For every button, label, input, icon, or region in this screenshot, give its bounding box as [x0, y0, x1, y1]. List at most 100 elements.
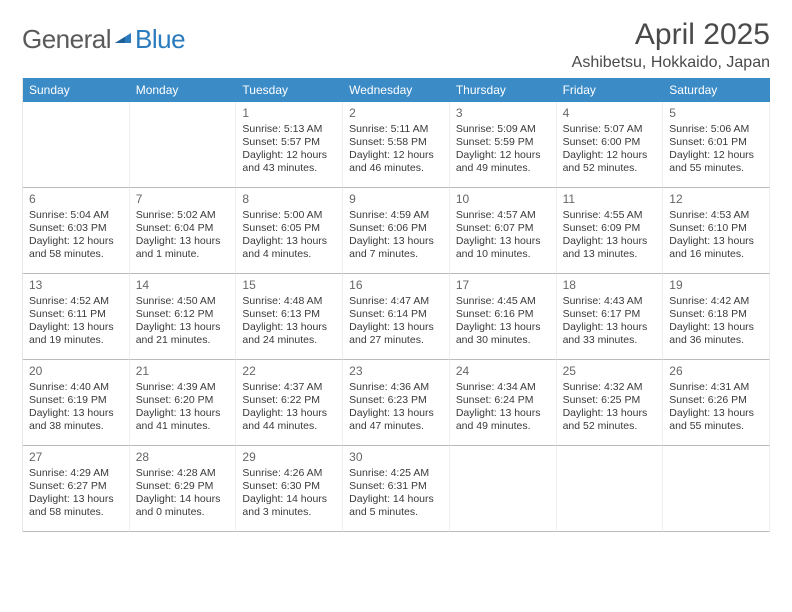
sunset-line: Sunset: 5:59 PM [456, 136, 551, 149]
sunrise-line: Sunrise: 4:45 AM [456, 295, 551, 308]
sunset-line: Sunset: 6:18 PM [669, 308, 764, 321]
day-number: 3 [456, 106, 551, 121]
daylight-line: Daylight: 13 hours and 7 minutes. [349, 235, 444, 261]
daylight-line: Daylight: 13 hours and 27 minutes. [349, 321, 444, 347]
sunset-line: Sunset: 6:07 PM [456, 222, 551, 235]
sunset-line: Sunset: 6:29 PM [136, 480, 231, 493]
daylight-line: Daylight: 13 hours and 10 minutes. [456, 235, 551, 261]
sunset-line: Sunset: 6:19 PM [29, 394, 124, 407]
sunrise-line: Sunrise: 5:07 AM [563, 123, 658, 136]
daylight-line: Daylight: 13 hours and 19 minutes. [29, 321, 124, 347]
day-header: Tuesday [236, 78, 343, 102]
day-cell: 29Sunrise: 4:26 AMSunset: 6:30 PMDayligh… [236, 446, 343, 532]
sunset-line: Sunset: 6:06 PM [349, 222, 444, 235]
sunrise-line: Sunrise: 4:31 AM [669, 381, 764, 394]
daylight-line: Daylight: 13 hours and 30 minutes. [456, 321, 551, 347]
sunrise-line: Sunrise: 4:40 AM [29, 381, 124, 394]
day-cell: 26Sunrise: 4:31 AMSunset: 6:26 PMDayligh… [663, 360, 770, 446]
day-header: Saturday [663, 78, 770, 102]
day-cell: 4Sunrise: 5:07 AMSunset: 6:00 PMDaylight… [557, 102, 664, 188]
sunrise-line: Sunrise: 4:47 AM [349, 295, 444, 308]
day-number: 25 [563, 364, 658, 379]
day-cell: 19Sunrise: 4:42 AMSunset: 6:18 PMDayligh… [663, 274, 770, 360]
daylight-line: Daylight: 14 hours and 5 minutes. [349, 493, 444, 519]
empty-cell [663, 446, 770, 532]
sunset-line: Sunset: 6:01 PM [669, 136, 764, 149]
sunrise-line: Sunrise: 4:26 AM [242, 467, 337, 480]
sunset-line: Sunset: 6:05 PM [242, 222, 337, 235]
sunrise-line: Sunrise: 4:39 AM [136, 381, 231, 394]
daylight-line: Daylight: 13 hours and 24 minutes. [242, 321, 337, 347]
month-title: April 2025 [572, 18, 770, 52]
sunset-line: Sunset: 6:10 PM [669, 222, 764, 235]
day-number: 15 [242, 278, 337, 293]
day-cell: 2Sunrise: 5:11 AMSunset: 5:58 PMDaylight… [343, 102, 450, 188]
daylight-line: Daylight: 13 hours and 44 minutes. [242, 407, 337, 433]
sunrise-line: Sunrise: 4:28 AM [136, 467, 231, 480]
daylight-line: Daylight: 13 hours and 47 minutes. [349, 407, 444, 433]
day-number: 20 [29, 364, 124, 379]
day-header: Monday [130, 78, 237, 102]
day-cell: 5Sunrise: 5:06 AMSunset: 6:01 PMDaylight… [663, 102, 770, 188]
day-cell: 27Sunrise: 4:29 AMSunset: 6:27 PMDayligh… [23, 446, 130, 532]
calendar-grid: SundayMondayTuesdayWednesdayThursdayFrid… [22, 78, 770, 532]
day-cell: 7Sunrise: 5:02 AMSunset: 6:04 PMDaylight… [130, 188, 237, 274]
sunset-line: Sunset: 6:23 PM [349, 394, 444, 407]
day-number: 22 [242, 364, 337, 379]
day-number: 26 [669, 364, 764, 379]
daylight-line: Daylight: 12 hours and 46 minutes. [349, 149, 444, 175]
empty-cell [450, 446, 557, 532]
day-cell: 24Sunrise: 4:34 AMSunset: 6:24 PMDayligh… [450, 360, 557, 446]
sunset-line: Sunset: 6:16 PM [456, 308, 551, 321]
sunrise-line: Sunrise: 5:11 AM [349, 123, 444, 136]
sunrise-line: Sunrise: 4:43 AM [563, 295, 658, 308]
day-number: 9 [349, 192, 444, 207]
day-header: Wednesday [343, 78, 450, 102]
sunrise-line: Sunrise: 5:09 AM [456, 123, 551, 136]
logo-mark-icon [113, 27, 133, 52]
day-cell: 6Sunrise: 5:04 AMSunset: 6:03 PMDaylight… [23, 188, 130, 274]
day-number: 6 [29, 192, 124, 207]
day-cell: 12Sunrise: 4:53 AMSunset: 6:10 PMDayligh… [663, 188, 770, 274]
day-cell: 10Sunrise: 4:57 AMSunset: 6:07 PMDayligh… [450, 188, 557, 274]
sunrise-line: Sunrise: 4:36 AM [349, 381, 444, 394]
sunset-line: Sunset: 6:22 PM [242, 394, 337, 407]
daylight-line: Daylight: 13 hours and 58 minutes. [29, 493, 124, 519]
day-number: 17 [456, 278, 551, 293]
day-cell: 1Sunrise: 5:13 AMSunset: 5:57 PMDaylight… [236, 102, 343, 188]
daylight-line: Daylight: 14 hours and 0 minutes. [136, 493, 231, 519]
sunset-line: Sunset: 6:27 PM [29, 480, 124, 493]
sunset-line: Sunset: 6:09 PM [563, 222, 658, 235]
daylight-line: Daylight: 12 hours and 58 minutes. [29, 235, 124, 261]
sunrise-line: Sunrise: 4:52 AM [29, 295, 124, 308]
day-cell: 21Sunrise: 4:39 AMSunset: 6:20 PMDayligh… [130, 360, 237, 446]
sunset-line: Sunset: 6:11 PM [29, 308, 124, 321]
day-cell: 11Sunrise: 4:55 AMSunset: 6:09 PMDayligh… [557, 188, 664, 274]
day-number: 23 [349, 364, 444, 379]
day-number: 19 [669, 278, 764, 293]
daylight-line: Daylight: 14 hours and 3 minutes. [242, 493, 337, 519]
day-cell: 15Sunrise: 4:48 AMSunset: 6:13 PMDayligh… [236, 274, 343, 360]
day-header: Friday [557, 78, 664, 102]
sunset-line: Sunset: 5:58 PM [349, 136, 444, 149]
logo-text-general: General [22, 24, 111, 55]
sunrise-line: Sunrise: 5:13 AM [242, 123, 337, 136]
day-number: 12 [669, 192, 764, 207]
sunrise-line: Sunrise: 4:42 AM [669, 295, 764, 308]
day-cell: 9Sunrise: 4:59 AMSunset: 6:06 PMDaylight… [343, 188, 450, 274]
day-number: 7 [136, 192, 231, 207]
daylight-line: Daylight: 13 hours and 38 minutes. [29, 407, 124, 433]
sunrise-line: Sunrise: 5:06 AM [669, 123, 764, 136]
empty-cell [557, 446, 664, 532]
day-number: 10 [456, 192, 551, 207]
day-cell: 22Sunrise: 4:37 AMSunset: 6:22 PMDayligh… [236, 360, 343, 446]
daylight-line: Daylight: 13 hours and 1 minute. [136, 235, 231, 261]
logo: General Blue [22, 18, 185, 55]
day-cell: 3Sunrise: 5:09 AMSunset: 5:59 PMDaylight… [450, 102, 557, 188]
day-cell: 25Sunrise: 4:32 AMSunset: 6:25 PMDayligh… [557, 360, 664, 446]
sunrise-line: Sunrise: 4:32 AM [563, 381, 658, 394]
day-number: 29 [242, 450, 337, 465]
day-cell: 23 Sunrise: 4:36 AMSunset: 6:23 PMDayligh… [343, 360, 450, 446]
sunset-line: Sunset: 6:17 PM [563, 308, 658, 321]
daylight-line: Daylight: 12 hours and 55 minutes. [669, 149, 764, 175]
